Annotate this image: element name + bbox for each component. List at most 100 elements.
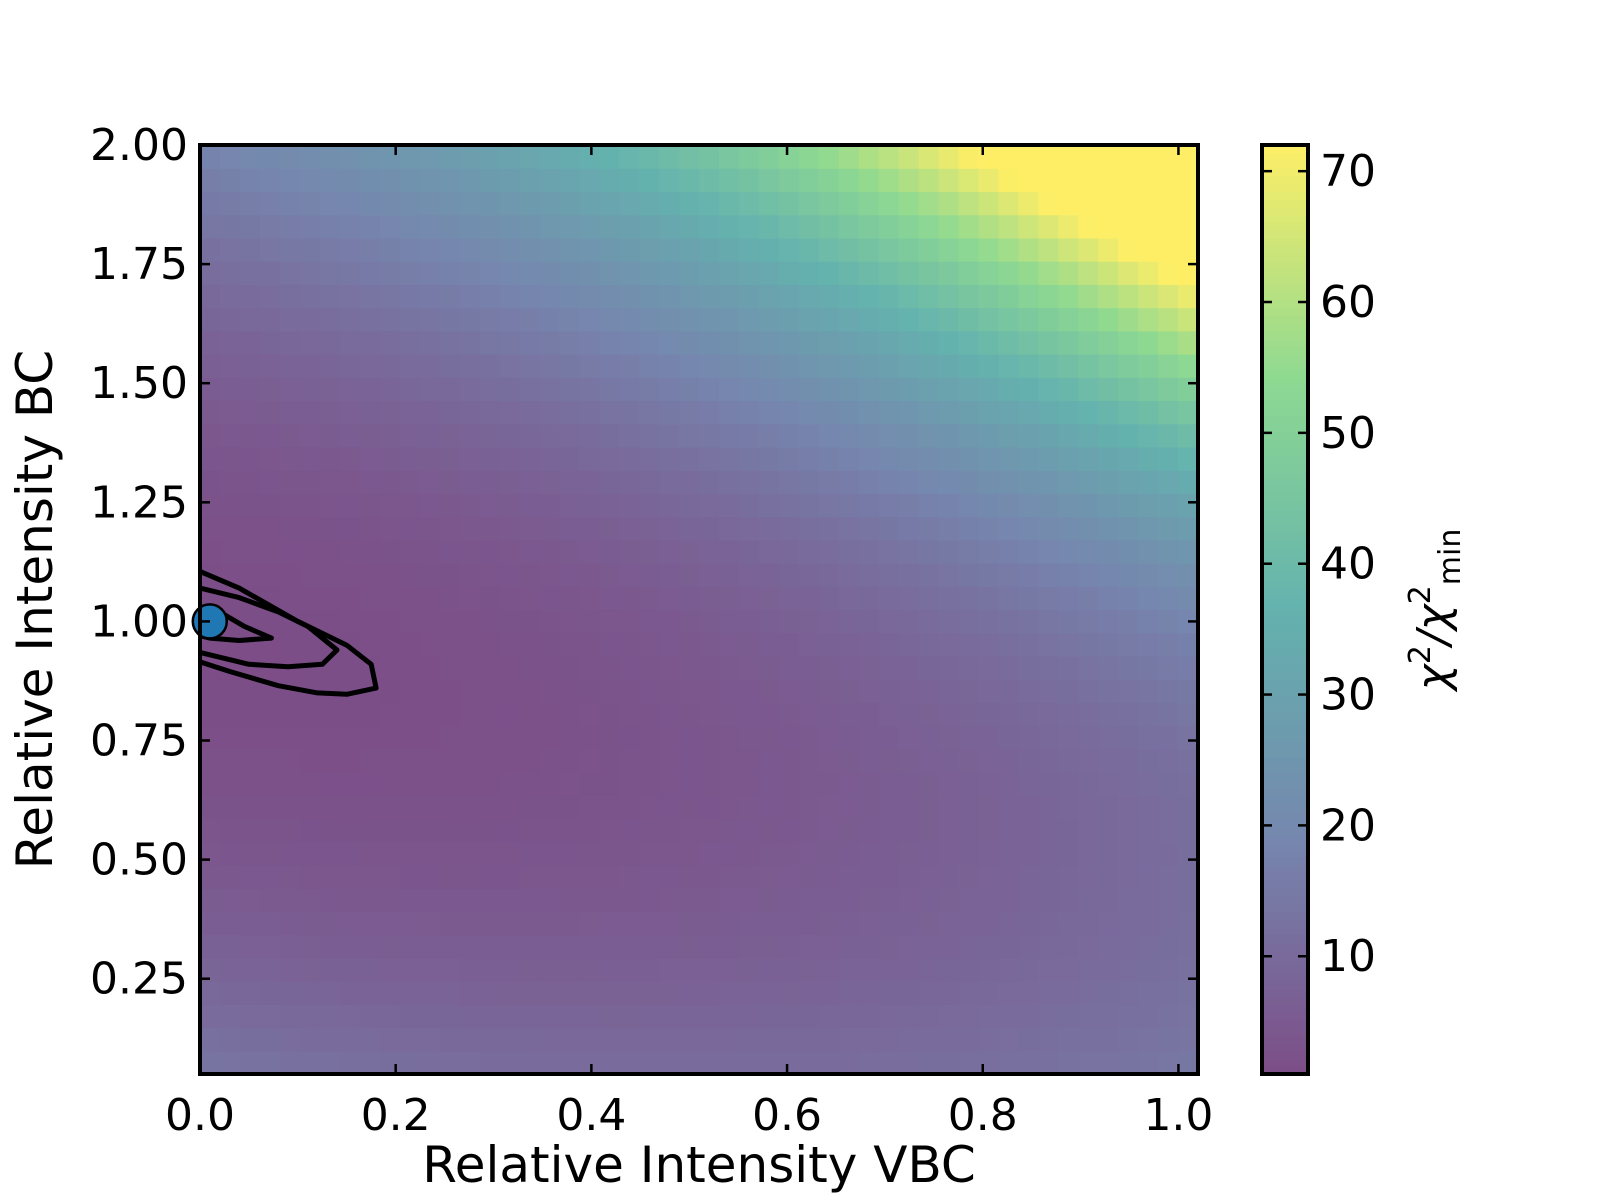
heatmap-cell bbox=[619, 563, 640, 587]
heatmap-cell bbox=[1018, 563, 1039, 587]
heatmap-cell bbox=[399, 934, 421, 959]
heatmap-cell bbox=[639, 400, 660, 425]
heatmap-cell bbox=[838, 400, 860, 425]
heatmap-cell bbox=[659, 748, 680, 773]
heatmap-cell bbox=[1138, 493, 1159, 518]
heatmap-cell bbox=[559, 748, 580, 773]
heatmap-cell bbox=[439, 1027, 461, 1052]
heatmap-cell bbox=[998, 284, 1019, 309]
heatmap-cell bbox=[619, 237, 640, 262]
heatmap-cell bbox=[499, 957, 520, 982]
heatmap-cell bbox=[559, 957, 580, 982]
heatmap-cell bbox=[379, 1050, 401, 1075]
heatmap-cell bbox=[279, 795, 301, 820]
heatmap-cell bbox=[699, 934, 720, 959]
heatmap-cell bbox=[818, 563, 840, 587]
heatmap-cell bbox=[838, 1004, 860, 1029]
heatmap-cell bbox=[878, 841, 900, 866]
heatmap-cell bbox=[419, 679, 441, 703]
heatmap-cell bbox=[359, 423, 381, 448]
heatmap-cell bbox=[599, 702, 620, 727]
heatmap-cell bbox=[1038, 864, 1059, 889]
heatmap-cell bbox=[938, 539, 960, 564]
heatmap-cell bbox=[1098, 1027, 1119, 1052]
heatmap-cell bbox=[279, 981, 301, 1005]
heatmap-cell bbox=[559, 400, 580, 425]
heatmap-cell bbox=[1098, 934, 1119, 959]
heatmap-cell bbox=[1138, 563, 1159, 587]
heatmap-cell bbox=[659, 493, 680, 518]
heatmap-cell bbox=[459, 702, 481, 727]
heatmap-cell bbox=[1018, 795, 1039, 820]
heatmap-cell bbox=[359, 168, 381, 193]
heatmap-cell bbox=[938, 423, 960, 448]
heatmap-cell bbox=[219, 493, 241, 518]
heatmap-cell bbox=[459, 470, 481, 494]
heatmap-cell bbox=[439, 1004, 461, 1029]
heatmap-cell bbox=[978, 261, 999, 285]
heatmap-cell bbox=[918, 191, 940, 216]
heatmap-cell bbox=[778, 516, 800, 541]
heatmap-cell bbox=[359, 609, 381, 634]
heatmap-cell bbox=[539, 725, 560, 750]
heatmap-cell bbox=[699, 446, 720, 471]
heatmap-cell bbox=[718, 307, 740, 332]
heatmap-cell bbox=[918, 748, 940, 773]
heatmap-cell bbox=[219, 400, 241, 425]
heatmap-cell bbox=[898, 655, 920, 680]
heatmap-cell bbox=[1118, 632, 1139, 657]
heatmap-cell bbox=[818, 1027, 840, 1052]
heatmap-cell bbox=[718, 284, 740, 309]
heatmap-cell bbox=[200, 214, 221, 239]
heatmap-cell bbox=[738, 516, 760, 541]
heatmap-cell bbox=[1158, 725, 1179, 750]
heatmap-cell bbox=[499, 354, 520, 378]
heatmap-cell bbox=[1118, 563, 1139, 587]
heatmap-cell bbox=[778, 145, 800, 169]
heatmap-cell bbox=[1138, 748, 1159, 773]
heatmap-cell bbox=[918, 795, 940, 820]
heatmap-cell bbox=[439, 934, 461, 959]
heatmap-cell bbox=[1078, 516, 1099, 541]
heatmap-cell bbox=[539, 1050, 560, 1075]
heatmap-cell bbox=[878, 214, 900, 239]
heatmap-cell bbox=[499, 632, 520, 657]
heatmap-cell bbox=[439, 470, 461, 494]
heatmap-cell bbox=[738, 702, 760, 727]
heatmap-cell bbox=[459, 354, 481, 378]
heatmap-cell bbox=[339, 516, 361, 541]
heatmap-cell bbox=[659, 632, 680, 657]
heatmap-cell bbox=[978, 795, 999, 820]
heatmap-cell bbox=[1058, 1027, 1079, 1052]
heatmap-cell bbox=[898, 307, 920, 332]
colorbar-segment bbox=[1262, 253, 1308, 262]
heatmap-cell bbox=[898, 539, 920, 564]
colorbar-segment bbox=[1262, 485, 1308, 494]
heatmap-cell bbox=[399, 493, 421, 518]
heatmap-cell bbox=[798, 307, 820, 332]
heatmap-cell bbox=[339, 981, 361, 1005]
heatmap-cell bbox=[379, 145, 401, 169]
heatmap-cell bbox=[699, 632, 720, 657]
heatmap-cell bbox=[858, 168, 880, 193]
heatmap-cell bbox=[379, 400, 401, 425]
heatmap-cell bbox=[918, 981, 940, 1005]
heatmap-cell bbox=[319, 911, 341, 936]
heatmap-cell bbox=[718, 957, 740, 982]
colorbar-segment bbox=[1262, 1027, 1308, 1036]
heatmap-cell bbox=[639, 307, 660, 332]
heatmap-cell bbox=[958, 911, 980, 936]
heatmap-cell bbox=[219, 284, 241, 309]
heatmap-cell bbox=[299, 981, 321, 1005]
heatmap-cell bbox=[259, 470, 281, 494]
heatmap-cell bbox=[798, 911, 820, 936]
heatmap-cell bbox=[659, 795, 680, 820]
heatmap-cell bbox=[559, 1027, 580, 1052]
heatmap-cell bbox=[918, 493, 940, 518]
heatmap-cell bbox=[878, 934, 900, 959]
heatmap-cell bbox=[738, 725, 760, 750]
heatmap-cell bbox=[798, 446, 820, 471]
heatmap-cell bbox=[599, 748, 620, 773]
heatmap-cell bbox=[1098, 841, 1119, 866]
heatmap-cell bbox=[599, 354, 620, 378]
